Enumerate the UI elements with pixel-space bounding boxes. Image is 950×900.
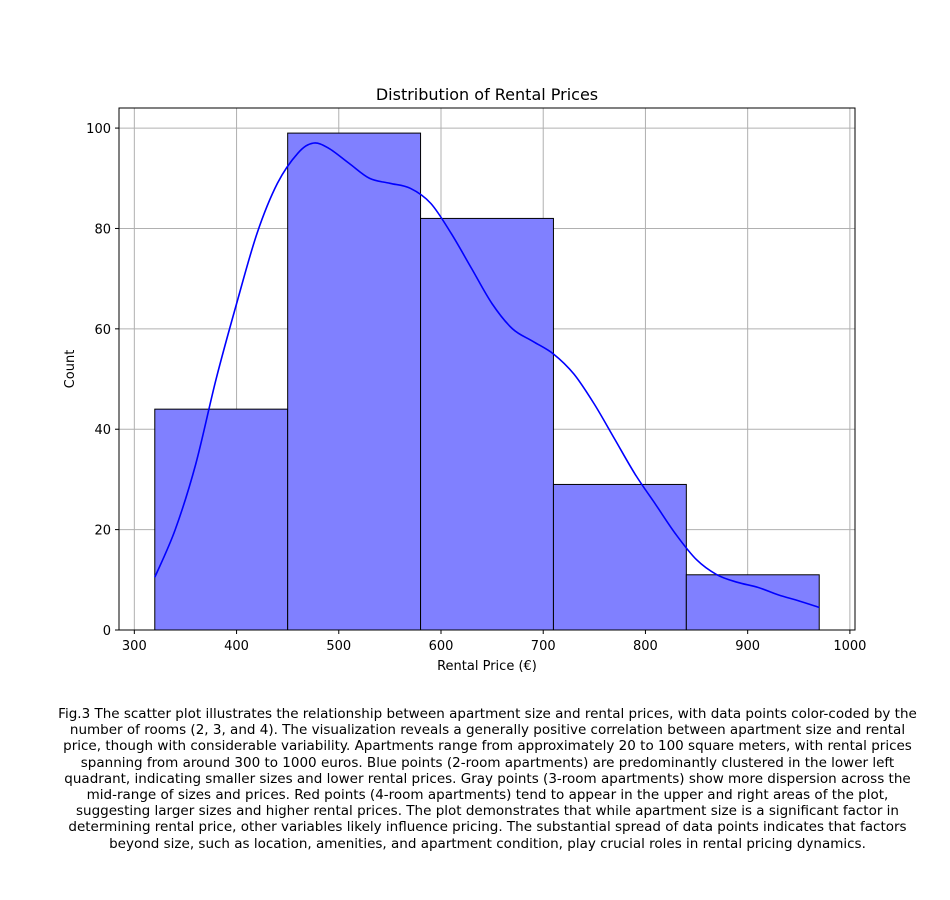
x-tick-label-6: 900 [735,639,760,654]
x-tick-label-4: 700 [531,639,556,654]
histogram-chart: 300 400 500 600 700 800 900 1000 0 20 40 60 80 100 D… [63,85,866,674]
y-tick-label-0: 0 [103,624,111,639]
x-axis-ticks: 300 400 500 600 700 800 900 1000 [122,630,866,654]
histogram-bar-1 [287,132,422,631]
x-tick-label-7: 1000 [833,639,866,654]
y-axis-ticks: 0 20 40 60 80 100 [86,122,119,639]
x-tick-label-2: 500 [326,639,351,654]
y-tick-label-5: 100 [86,122,111,137]
figure-caption: Fig.3 The scatter plot illustrates the r… [58,706,917,852]
x-tick-label-5: 800 [633,639,658,654]
y-tick-label-3: 60 [94,323,111,338]
y-tick-label-4: 80 [94,222,111,237]
x-tick-label-0: 300 [122,639,147,654]
x-tick-label-1: 400 [224,639,249,654]
histogram-bar-2 [420,217,554,631]
y-axis-label: Count [63,350,78,389]
y-tick-label-1: 20 [94,524,111,539]
histogram-bar-0 [154,408,289,631]
chart-title: Distribution of Rental Prices [376,85,598,104]
kde-curve [154,142,820,609]
x-axis-label: Rental Price (€) [437,659,537,674]
x-tick-label-3: 600 [429,639,454,654]
histogram-bar-4 [685,574,820,631]
y-tick-label-2: 40 [94,423,111,438]
axes-frame [118,107,856,631]
histogram-bars [154,132,820,631]
histogram-bar-3 [552,483,687,631]
